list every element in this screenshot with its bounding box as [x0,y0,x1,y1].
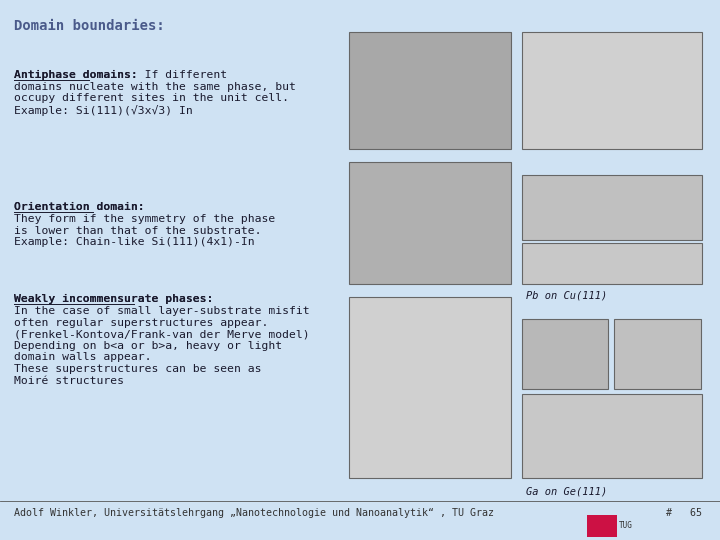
Bar [614,319,701,389]
Text: Ga on Ge(111): Ga on Ge(111) [526,486,607,496]
Bar [522,243,702,284]
Text: TUG: TUG [618,522,632,530]
Text: Orientation domain:
They form if the symmetry of the phase
is lower than that of: Orientation domain: They form if the sym… [14,202,276,247]
Bar [522,176,702,240]
Bar [522,32,702,148]
Text: #   65: # 65 [666,508,702,518]
Text: Weakly incommensurate phases:: Weakly incommensurate phases: [14,294,214,305]
Text: Orientation domain:: Orientation domain: [14,202,145,213]
Bar [587,515,617,537]
Text: Antiphase domains: If different
domains nucleate with the same phase, but
occupy: Antiphase domains: If different domains … [14,70,296,116]
Bar [349,162,511,284]
Text: Adolf Winkler, Universitätslehrgang „Nanotechnologie und Nanoanalytik“ , TU Graz: Adolf Winkler, Universitätslehrgang „Nan… [14,508,495,518]
Bar [522,394,702,478]
Bar [522,319,608,389]
Bar [349,297,511,478]
Text: Pb on Cu(111): Pb on Cu(111) [526,291,607,301]
Text: Antiphase domains:: Antiphase domains: [14,70,138,80]
Text: Domain boundaries:: Domain boundaries: [14,19,165,33]
Bar [349,32,511,148]
Text: Weakly incommensurate phases:
In the case of small layer-substrate misfit
often : Weakly incommensurate phases: In the cas… [14,294,310,386]
